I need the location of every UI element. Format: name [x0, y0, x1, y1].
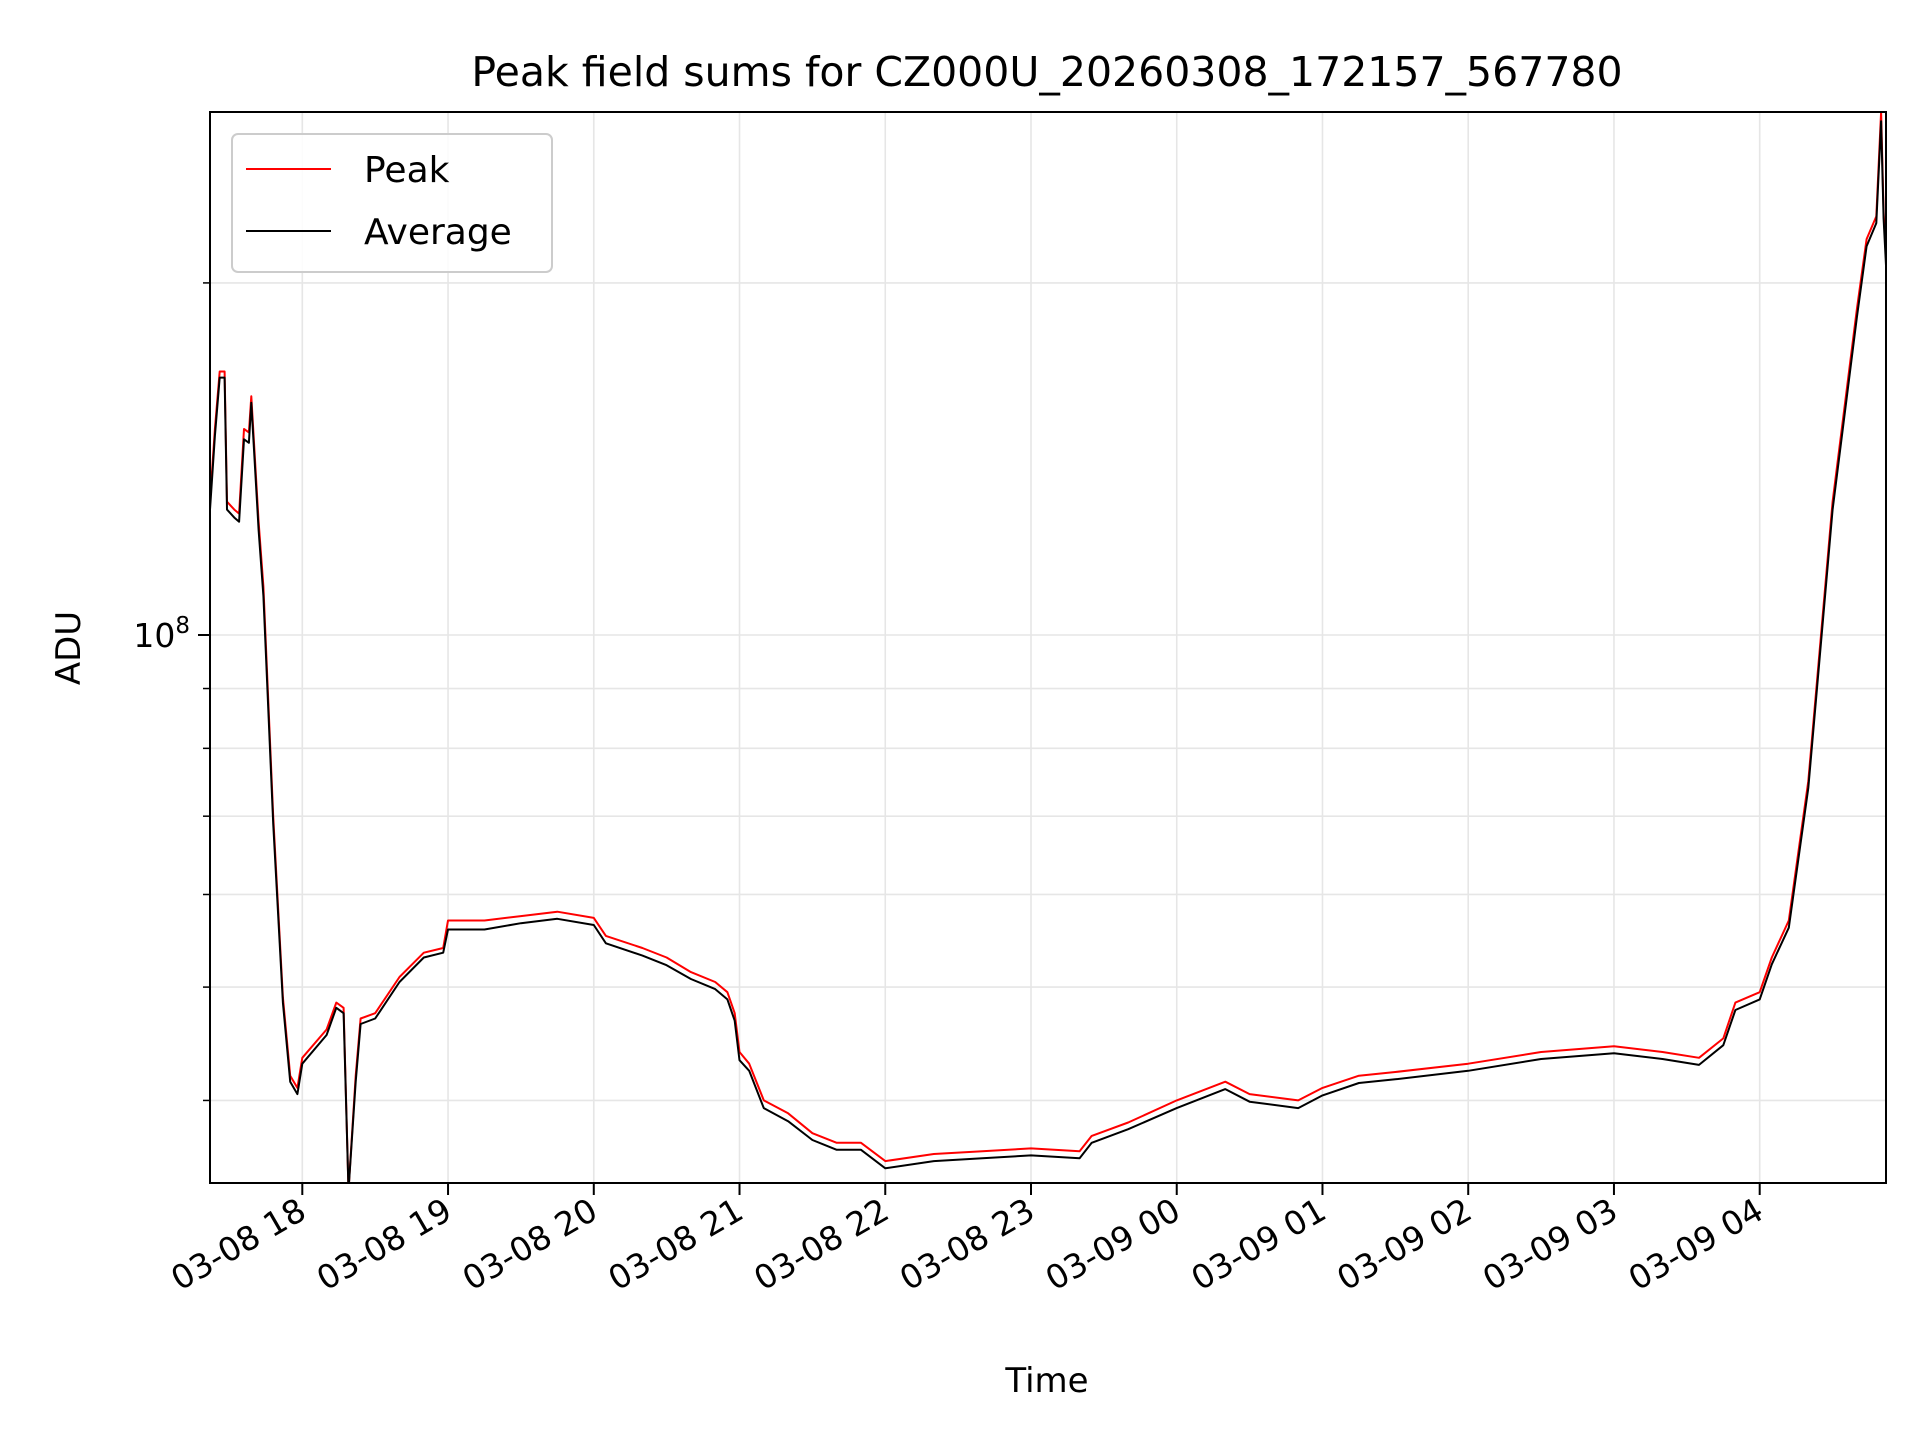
chart-title: Peak field sums for CZ000U_20260308_1721… — [471, 48, 1622, 96]
y-tick-label: 108 — [133, 613, 190, 655]
series-line-average — [210, 120, 1886, 1183]
plot-frame — [209, 111, 1887, 1184]
x-axis-label: Time — [1004, 1361, 1088, 1401]
grid — [210, 112, 1886, 1183]
legend-label-average: Average — [364, 212, 512, 253]
y-axis: 108 — [133, 282, 210, 1102]
legend: Peak Average — [231, 133, 553, 273]
series-layer — [210, 112, 1886, 1183]
y-axis-label: ADU — [49, 611, 89, 685]
legend-label-peak: Peak — [364, 150, 450, 191]
